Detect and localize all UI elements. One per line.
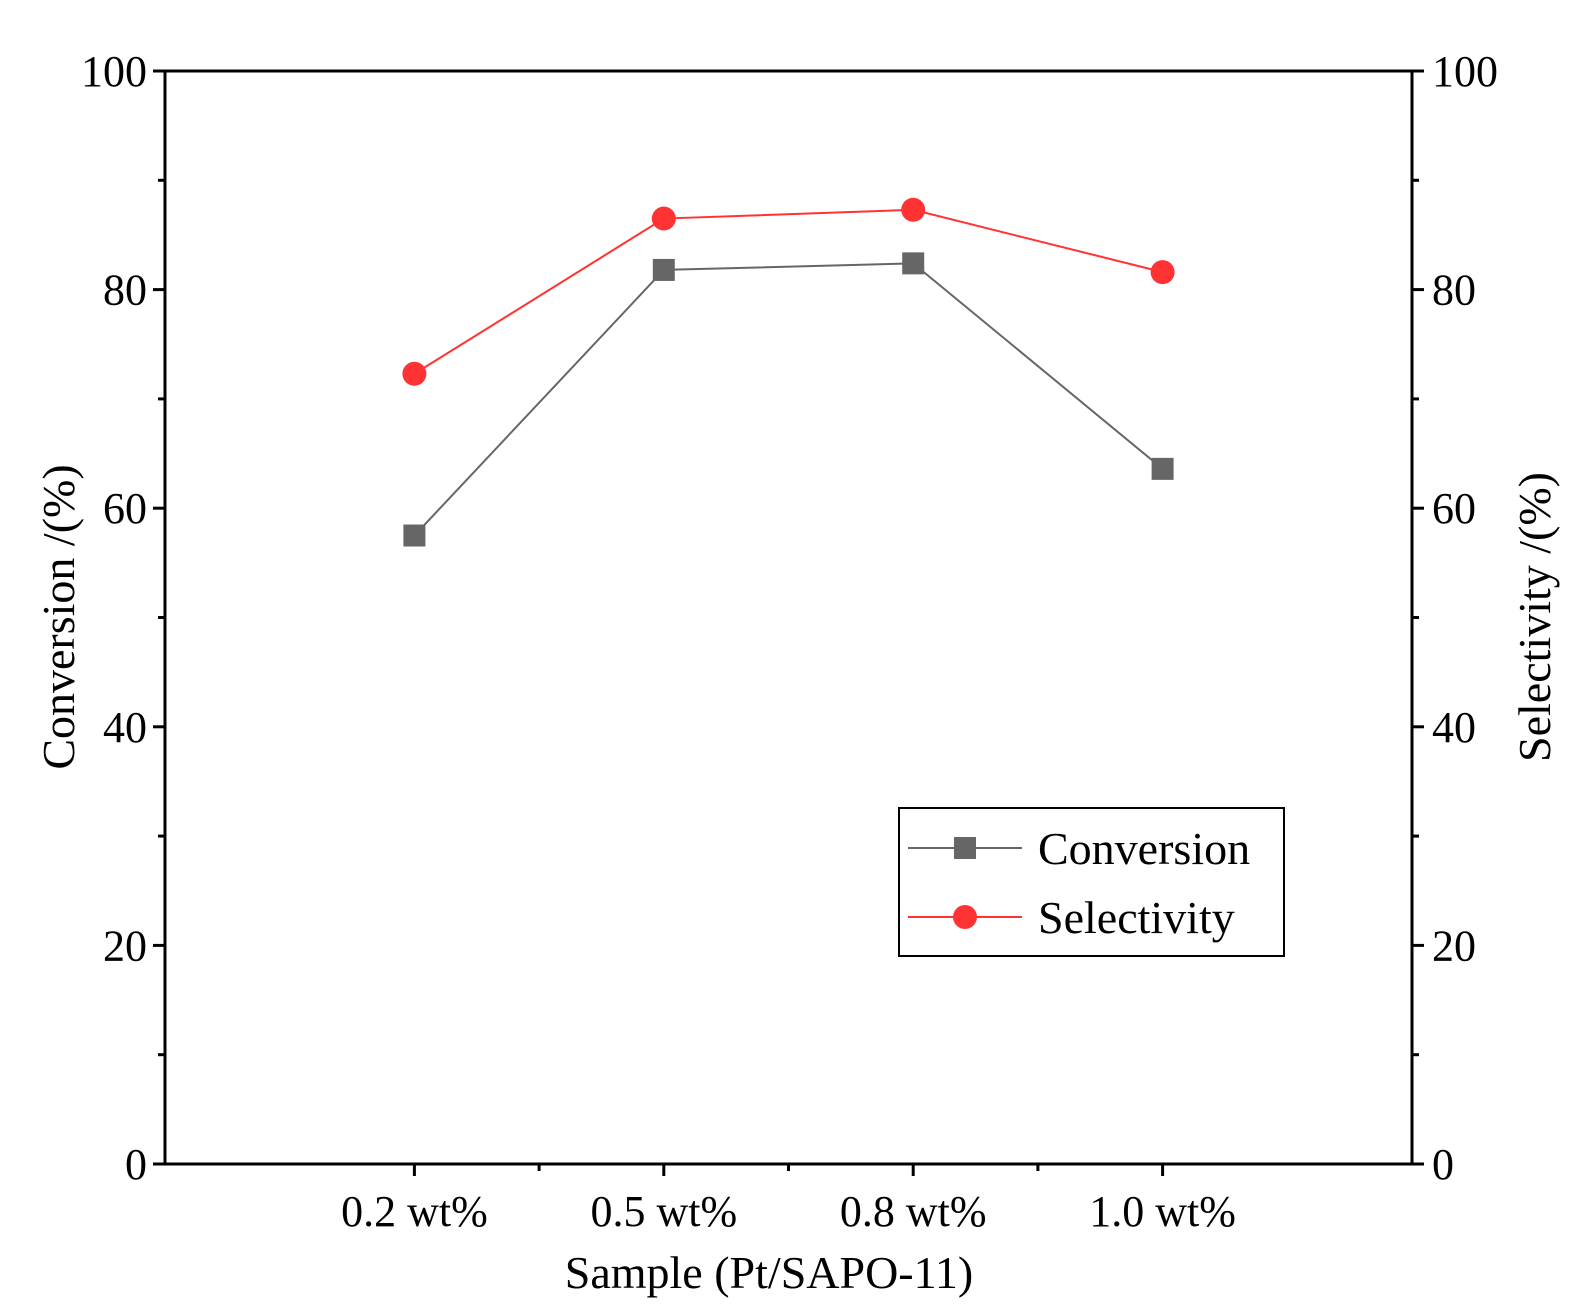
legend-selectivity-marker — [953, 905, 977, 929]
conversion-point — [652, 258, 675, 281]
right-y-tick-label: 100 — [1432, 47, 1498, 96]
series-markers — [402, 197, 1175, 547]
conversion-point — [902, 252, 925, 275]
x-tick-label: 0.8 wt% — [840, 1187, 987, 1236]
series-lines — [413, 208, 1164, 537]
legend-conversion-marker — [954, 837, 976, 859]
right-y-tick-label: 0 — [1432, 1140, 1454, 1189]
left-y-tick-label: 0 — [125, 1140, 147, 1189]
conversion-series-line — [413, 262, 1164, 537]
left-y-tick-label: 20 — [103, 921, 147, 970]
left-y-axis-title: Conversion /(%) — [33, 464, 84, 769]
conversion-point — [1151, 457, 1174, 480]
left-y-tick-label: 40 — [103, 703, 147, 752]
right-y-axis-title: Selectivity /(%) — [1509, 472, 1560, 762]
right-y-tick-label: 20 — [1432, 921, 1476, 970]
selectivity-point — [1150, 260, 1175, 285]
right-y-tick-label: 40 — [1432, 703, 1476, 752]
selectivity-series-line — [413, 208, 1163, 375]
conversion-point — [403, 524, 426, 547]
left-y-tick-label: 100 — [81, 47, 147, 96]
x-tick-label: 0.2 wt% — [341, 1187, 488, 1236]
axis-ticks: 0 0 20 20 40 40 60 60 80 80 100 100 0.2 wt% 0.5 wt% 0.… — [81, 47, 1498, 1236]
selectivity-point — [651, 206, 676, 231]
selectivity-point — [402, 361, 427, 386]
plot-frame — [163, 69, 1414, 1166]
x-tick-label: 1.0 wt% — [1089, 1187, 1236, 1236]
selectivity-point — [901, 197, 926, 222]
right-y-tick-label: 60 — [1432, 484, 1476, 533]
x-axis-title: Sample (Pt/SAPO-11) — [565, 1247, 973, 1298]
legend-selectivity-label: Selectivity — [1038, 892, 1235, 943]
legend: Conversion Selectivity — [898, 807, 1285, 957]
legend-box — [898, 807, 1285, 957]
left-y-tick-label: 60 — [103, 484, 147, 533]
x-tick-label: 0.5 wt% — [590, 1187, 737, 1236]
right-y-tick-label: 80 — [1432, 266, 1476, 315]
left-y-tick-label: 80 — [103, 266, 147, 315]
legend-conversion-label: Conversion — [1038, 823, 1250, 874]
